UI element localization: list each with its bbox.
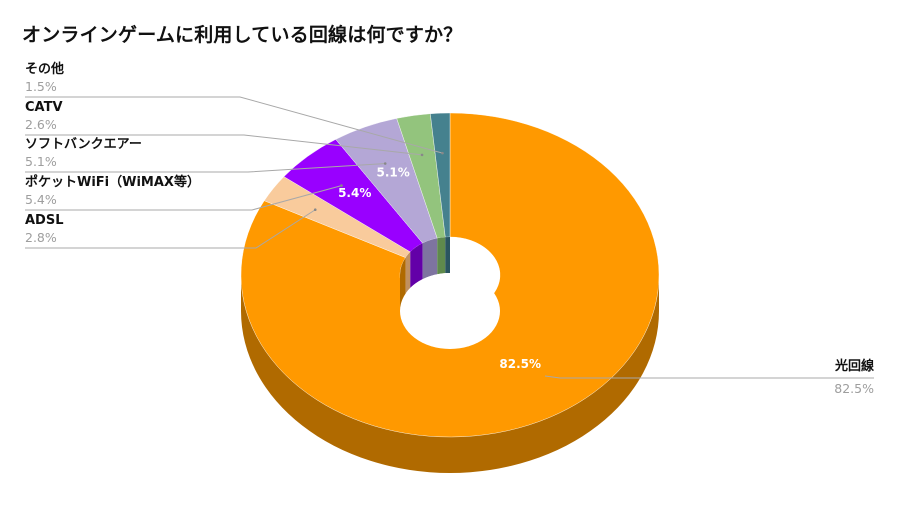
legend-label-2: ポケットWiFi（WiMAX等） bbox=[25, 174, 200, 190]
data-label-0: 82.5% bbox=[499, 357, 541, 371]
slice-side-0 bbox=[241, 275, 659, 473]
data-label-2: 5.4% bbox=[338, 186, 371, 200]
hole-wall-4 bbox=[437, 237, 446, 275]
leader-line-1 bbox=[25, 209, 316, 249]
leader-dot-1 bbox=[313, 208, 317, 212]
leader-line-4 bbox=[25, 134, 423, 156]
legend-value-4: 2.6% bbox=[25, 117, 57, 132]
legend-value-0: 82.5% bbox=[834, 381, 874, 396]
legend-value-5: 1.5% bbox=[25, 79, 57, 94]
leader-dot-2 bbox=[340, 184, 343, 187]
leader-line-2 bbox=[25, 185, 342, 211]
data-label-3: 5.1% bbox=[376, 166, 409, 180]
legend-label-0: 光回線 bbox=[834, 358, 875, 374]
leader-line-5 bbox=[25, 96, 443, 154]
leader-dot-5 bbox=[441, 151, 444, 155]
leader-line-0 bbox=[544, 375, 874, 379]
hole-wall-2 bbox=[410, 243, 423, 288]
legend-value-3: 5.1% bbox=[25, 154, 57, 169]
chart-title: オンラインゲームに利用している回線は何ですか？ bbox=[22, 24, 463, 46]
legend-value-1: 2.8% bbox=[25, 230, 57, 245]
hole-floor bbox=[400, 273, 500, 349]
legend-label-5: その他 bbox=[25, 61, 64, 77]
legend-label-1: ADSL bbox=[25, 213, 64, 228]
leader-line-3 bbox=[25, 163, 386, 173]
hole-wall-3 bbox=[422, 238, 438, 280]
legend-label-4: CATV bbox=[25, 100, 63, 115]
leader-dot-3 bbox=[383, 162, 387, 165]
hole-wall-1 bbox=[405, 251, 411, 294]
legend-label-3: ソフトバンクエアー bbox=[25, 137, 142, 152]
leader-dot-4 bbox=[420, 153, 424, 157]
legend-value-2: 5.4% bbox=[25, 192, 57, 207]
hole-wall-5 bbox=[445, 237, 450, 274]
hole-wall-0 bbox=[400, 257, 406, 311]
